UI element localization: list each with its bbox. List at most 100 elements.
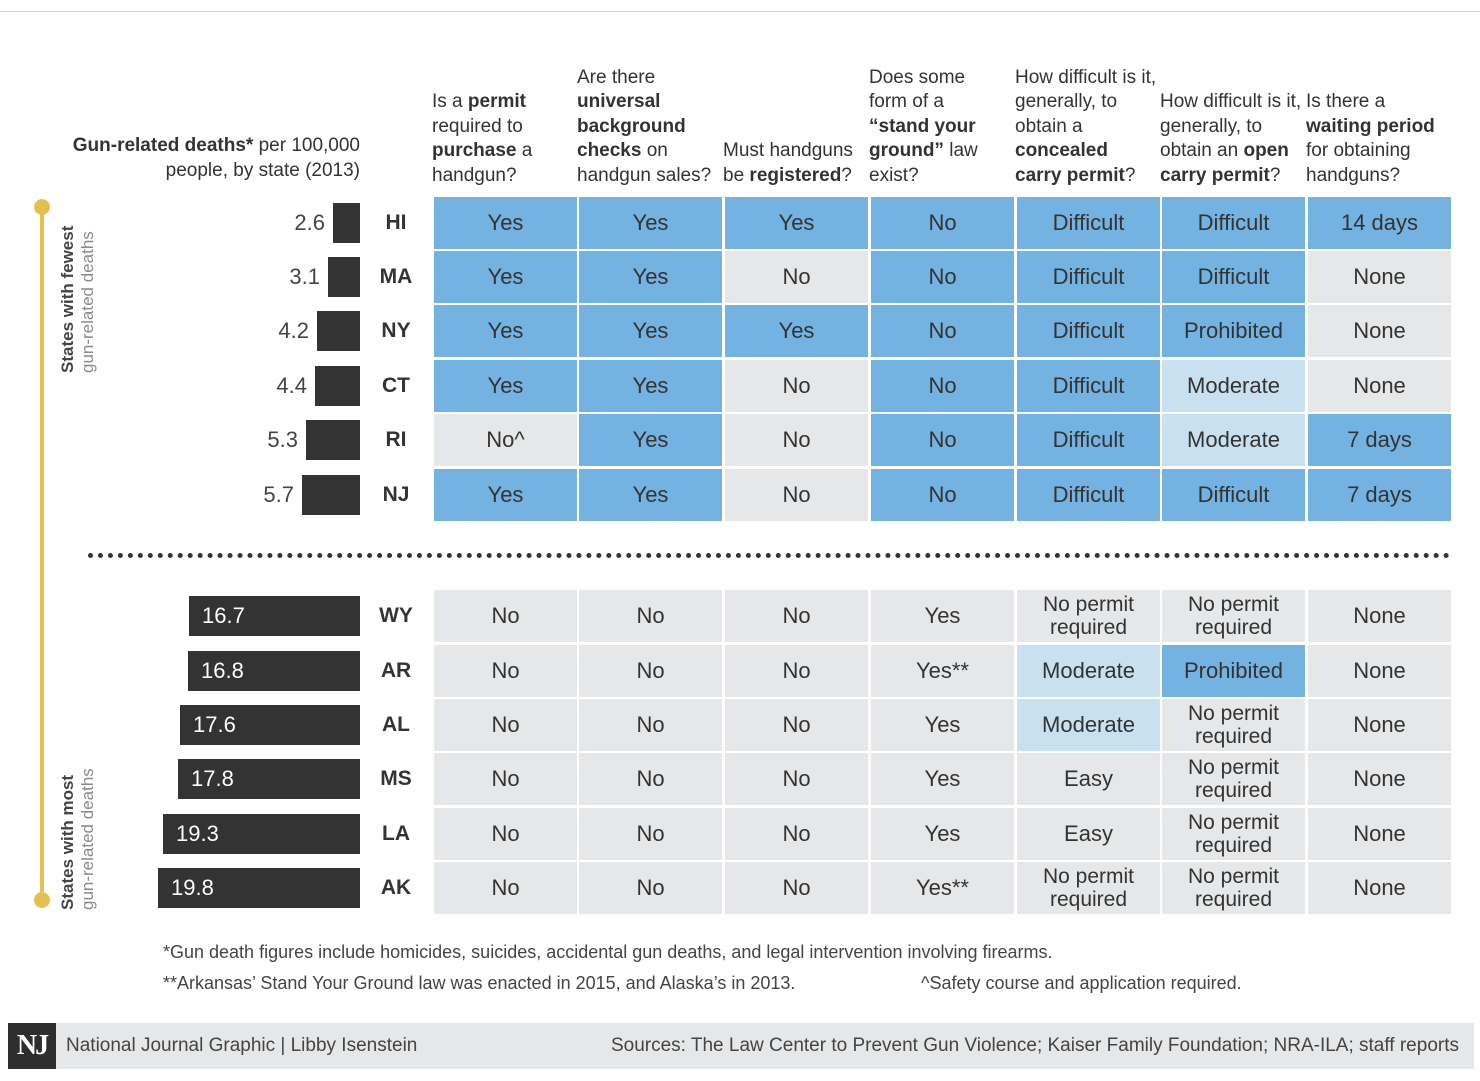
- column-header-text: permit: [467, 91, 526, 112]
- state-label-al: AL: [382, 713, 410, 736]
- bar-ar: [188, 651, 360, 691]
- table-cell-text: Difficult: [1052, 210, 1125, 235]
- chart-title-rest: per 100,000 people, by state (2013): [165, 135, 360, 181]
- column-header-text: on handgun sales?: [577, 140, 712, 186]
- state-label-ak: AK: [380, 876, 412, 899]
- table-cell-text: Yes: [487, 210, 524, 235]
- column-header-text: Are there: [577, 66, 656, 88]
- table-cell: Yes: [434, 469, 577, 521]
- table-cell-text: No: [491, 766, 520, 791]
- table-cell-text: No permit required: [1187, 593, 1280, 639]
- table-cell: No: [725, 414, 868, 466]
- table-cell-text: No: [491, 875, 520, 900]
- table-cell-text: 7 days: [1347, 427, 1412, 452]
- table-cell-text: Yes: [487, 373, 524, 398]
- table-cell-text: Difficult: [1197, 482, 1270, 507]
- table-cell: No: [434, 590, 577, 642]
- table-cell: No permit required: [1017, 590, 1160, 642]
- column-header-3: Must handguns be registered?: [723, 40, 858, 188]
- table-cell: No: [434, 699, 577, 751]
- table-cell: No: [725, 808, 868, 860]
- table-cell: Moderate: [1162, 414, 1305, 466]
- table-cell-text: Moderate: [1187, 373, 1280, 398]
- group-label-fewest-title: States with fewest: [58, 225, 77, 373]
- table-cell: No: [579, 699, 722, 751]
- nj-logo: NJ: [8, 1023, 56, 1069]
- table-cell: No permit required: [1017, 862, 1160, 914]
- column-header-text: How difficult is it, generally, to obtai…: [1015, 66, 1157, 137]
- table-cell: Moderate: [1162, 360, 1305, 412]
- group-label-fewest-sub: gun-related deaths: [78, 231, 97, 373]
- table-cell-text: Difficult: [1052, 427, 1125, 452]
- table-cell-text: No: [782, 373, 811, 398]
- bar-value-ak: 19.8: [171, 875, 214, 900]
- table-cell: None: [1308, 251, 1451, 303]
- table-cell: No: [434, 808, 577, 860]
- bar-ak: [158, 868, 360, 908]
- table-cell: Yes: [434, 360, 577, 412]
- table-cell: 7 days: [1308, 469, 1451, 521]
- bar-value-hi: 2.6: [294, 210, 325, 235]
- table-cell-text: None: [1353, 373, 1406, 398]
- bar-hi: [333, 203, 360, 243]
- table-cell: Difficult: [1162, 469, 1305, 521]
- table-cell-text: Yes: [632, 482, 669, 507]
- table-cell: No: [579, 808, 722, 860]
- table-cell: Yes: [725, 197, 868, 249]
- state-label-wy: WY: [379, 604, 413, 627]
- table-cell: No permit required: [1162, 699, 1305, 751]
- bar-ri: [306, 420, 360, 460]
- footnote-stand-your-ground: **Arkansas’ Stand Your Ground law was en…: [163, 973, 796, 993]
- table-cell-text: Yes: [924, 603, 961, 628]
- bar-ma: [328, 257, 360, 297]
- table-cell-text: None: [1353, 318, 1406, 343]
- column-header-text: registered: [749, 164, 842, 186]
- table-cell-text: No^: [486, 427, 525, 452]
- table-cell-text: Yes: [632, 264, 669, 289]
- group-label-most: States with most gun-related deaths: [58, 768, 98, 910]
- bar-value-wy: 16.7: [202, 603, 245, 628]
- column-header-text: a handgun?: [432, 140, 533, 186]
- state-label-nj: NJ: [382, 483, 410, 506]
- table-cell: Moderate: [1017, 645, 1160, 697]
- chart-title: Gun-related deaths* per 100,000 people, …: [40, 133, 360, 183]
- table-cell-text: None: [1353, 766, 1406, 791]
- table-cell-text: Yes**: [915, 875, 969, 900]
- column-header-text: Must handguns be: [723, 140, 853, 186]
- table-cell: No: [725, 251, 868, 303]
- table-cell: Difficult: [1162, 197, 1305, 249]
- table-cell-text: No: [928, 210, 957, 235]
- table-cell: Yes**: [871, 645, 1014, 697]
- table-cell: 14 days: [1308, 197, 1451, 249]
- table-cell: Yes: [579, 360, 722, 412]
- column-header-text: law exist?: [869, 140, 978, 186]
- table-cell: Moderate: [1017, 699, 1160, 751]
- table-cell-text: No: [491, 603, 520, 628]
- table-cell-text: No: [636, 766, 665, 791]
- table-cell-text: No: [928, 373, 957, 398]
- bar-value-ny: 4.2: [278, 318, 309, 343]
- column-header-7: Is there a waiting period for obtaining …: [1306, 40, 1448, 188]
- table-cell: None: [1308, 862, 1451, 914]
- table-cell-text: Yes: [924, 766, 961, 791]
- table-cell-text: No: [782, 712, 811, 737]
- state-label-hi: HI: [385, 211, 407, 234]
- table-cell: No: [871, 360, 1014, 412]
- table-cell-text: Difficult: [1197, 210, 1270, 235]
- column-header-6: How difficult is it, generally, to obtai…: [1160, 40, 1302, 188]
- group-label-fewest: States with fewest gun-related deaths: [58, 226, 98, 373]
- table-cell: No: [725, 862, 868, 914]
- table-cell: No: [725, 645, 868, 697]
- timeline-dot-bottom: [34, 892, 50, 908]
- table-cell-text: No: [491, 821, 520, 846]
- table-cell: No: [725, 699, 868, 751]
- table-cell: Yes: [579, 305, 722, 357]
- bar-nj: [302, 475, 360, 515]
- top-rule: [0, 11, 1480, 12]
- table-cell-text: No: [636, 658, 665, 683]
- table-cell-text: No: [782, 875, 811, 900]
- bar-ny: [317, 311, 360, 351]
- table-cell-text: No: [928, 318, 957, 343]
- column-header-4: Does some form of a “stand your ground” …: [869, 40, 1007, 188]
- column-header-text: Does some form of a: [869, 66, 966, 113]
